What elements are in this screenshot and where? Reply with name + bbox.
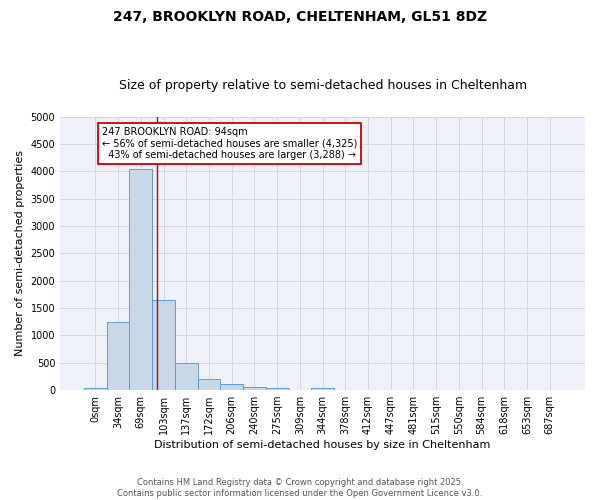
Bar bbox=[243, 387, 266, 390]
X-axis label: Distribution of semi-detached houses by size in Cheltenham: Distribution of semi-detached houses by … bbox=[154, 440, 491, 450]
Text: 247 BROOKLYN ROAD: 94sqm
← 56% of semi-detached houses are smaller (4,325)
  43%: 247 BROOKLYN ROAD: 94sqm ← 56% of semi-d… bbox=[101, 126, 357, 160]
Bar bbox=[175, 364, 197, 390]
Text: Contains HM Land Registry data © Crown copyright and database right 2025.
Contai: Contains HM Land Registry data © Crown c… bbox=[118, 478, 482, 498]
Bar bbox=[152, 300, 175, 390]
Y-axis label: Number of semi-detached properties: Number of semi-detached properties bbox=[15, 150, 25, 356]
Bar bbox=[130, 168, 152, 390]
Bar bbox=[220, 384, 243, 390]
Title: Size of property relative to semi-detached houses in Cheltenham: Size of property relative to semi-detach… bbox=[119, 79, 527, 92]
Bar bbox=[84, 388, 107, 390]
Bar bbox=[107, 322, 130, 390]
Bar bbox=[266, 388, 289, 390]
Bar bbox=[197, 380, 220, 390]
Text: 247, BROOKLYN ROAD, CHELTENHAM, GL51 8DZ: 247, BROOKLYN ROAD, CHELTENHAM, GL51 8DZ bbox=[113, 10, 487, 24]
Bar bbox=[311, 388, 334, 390]
